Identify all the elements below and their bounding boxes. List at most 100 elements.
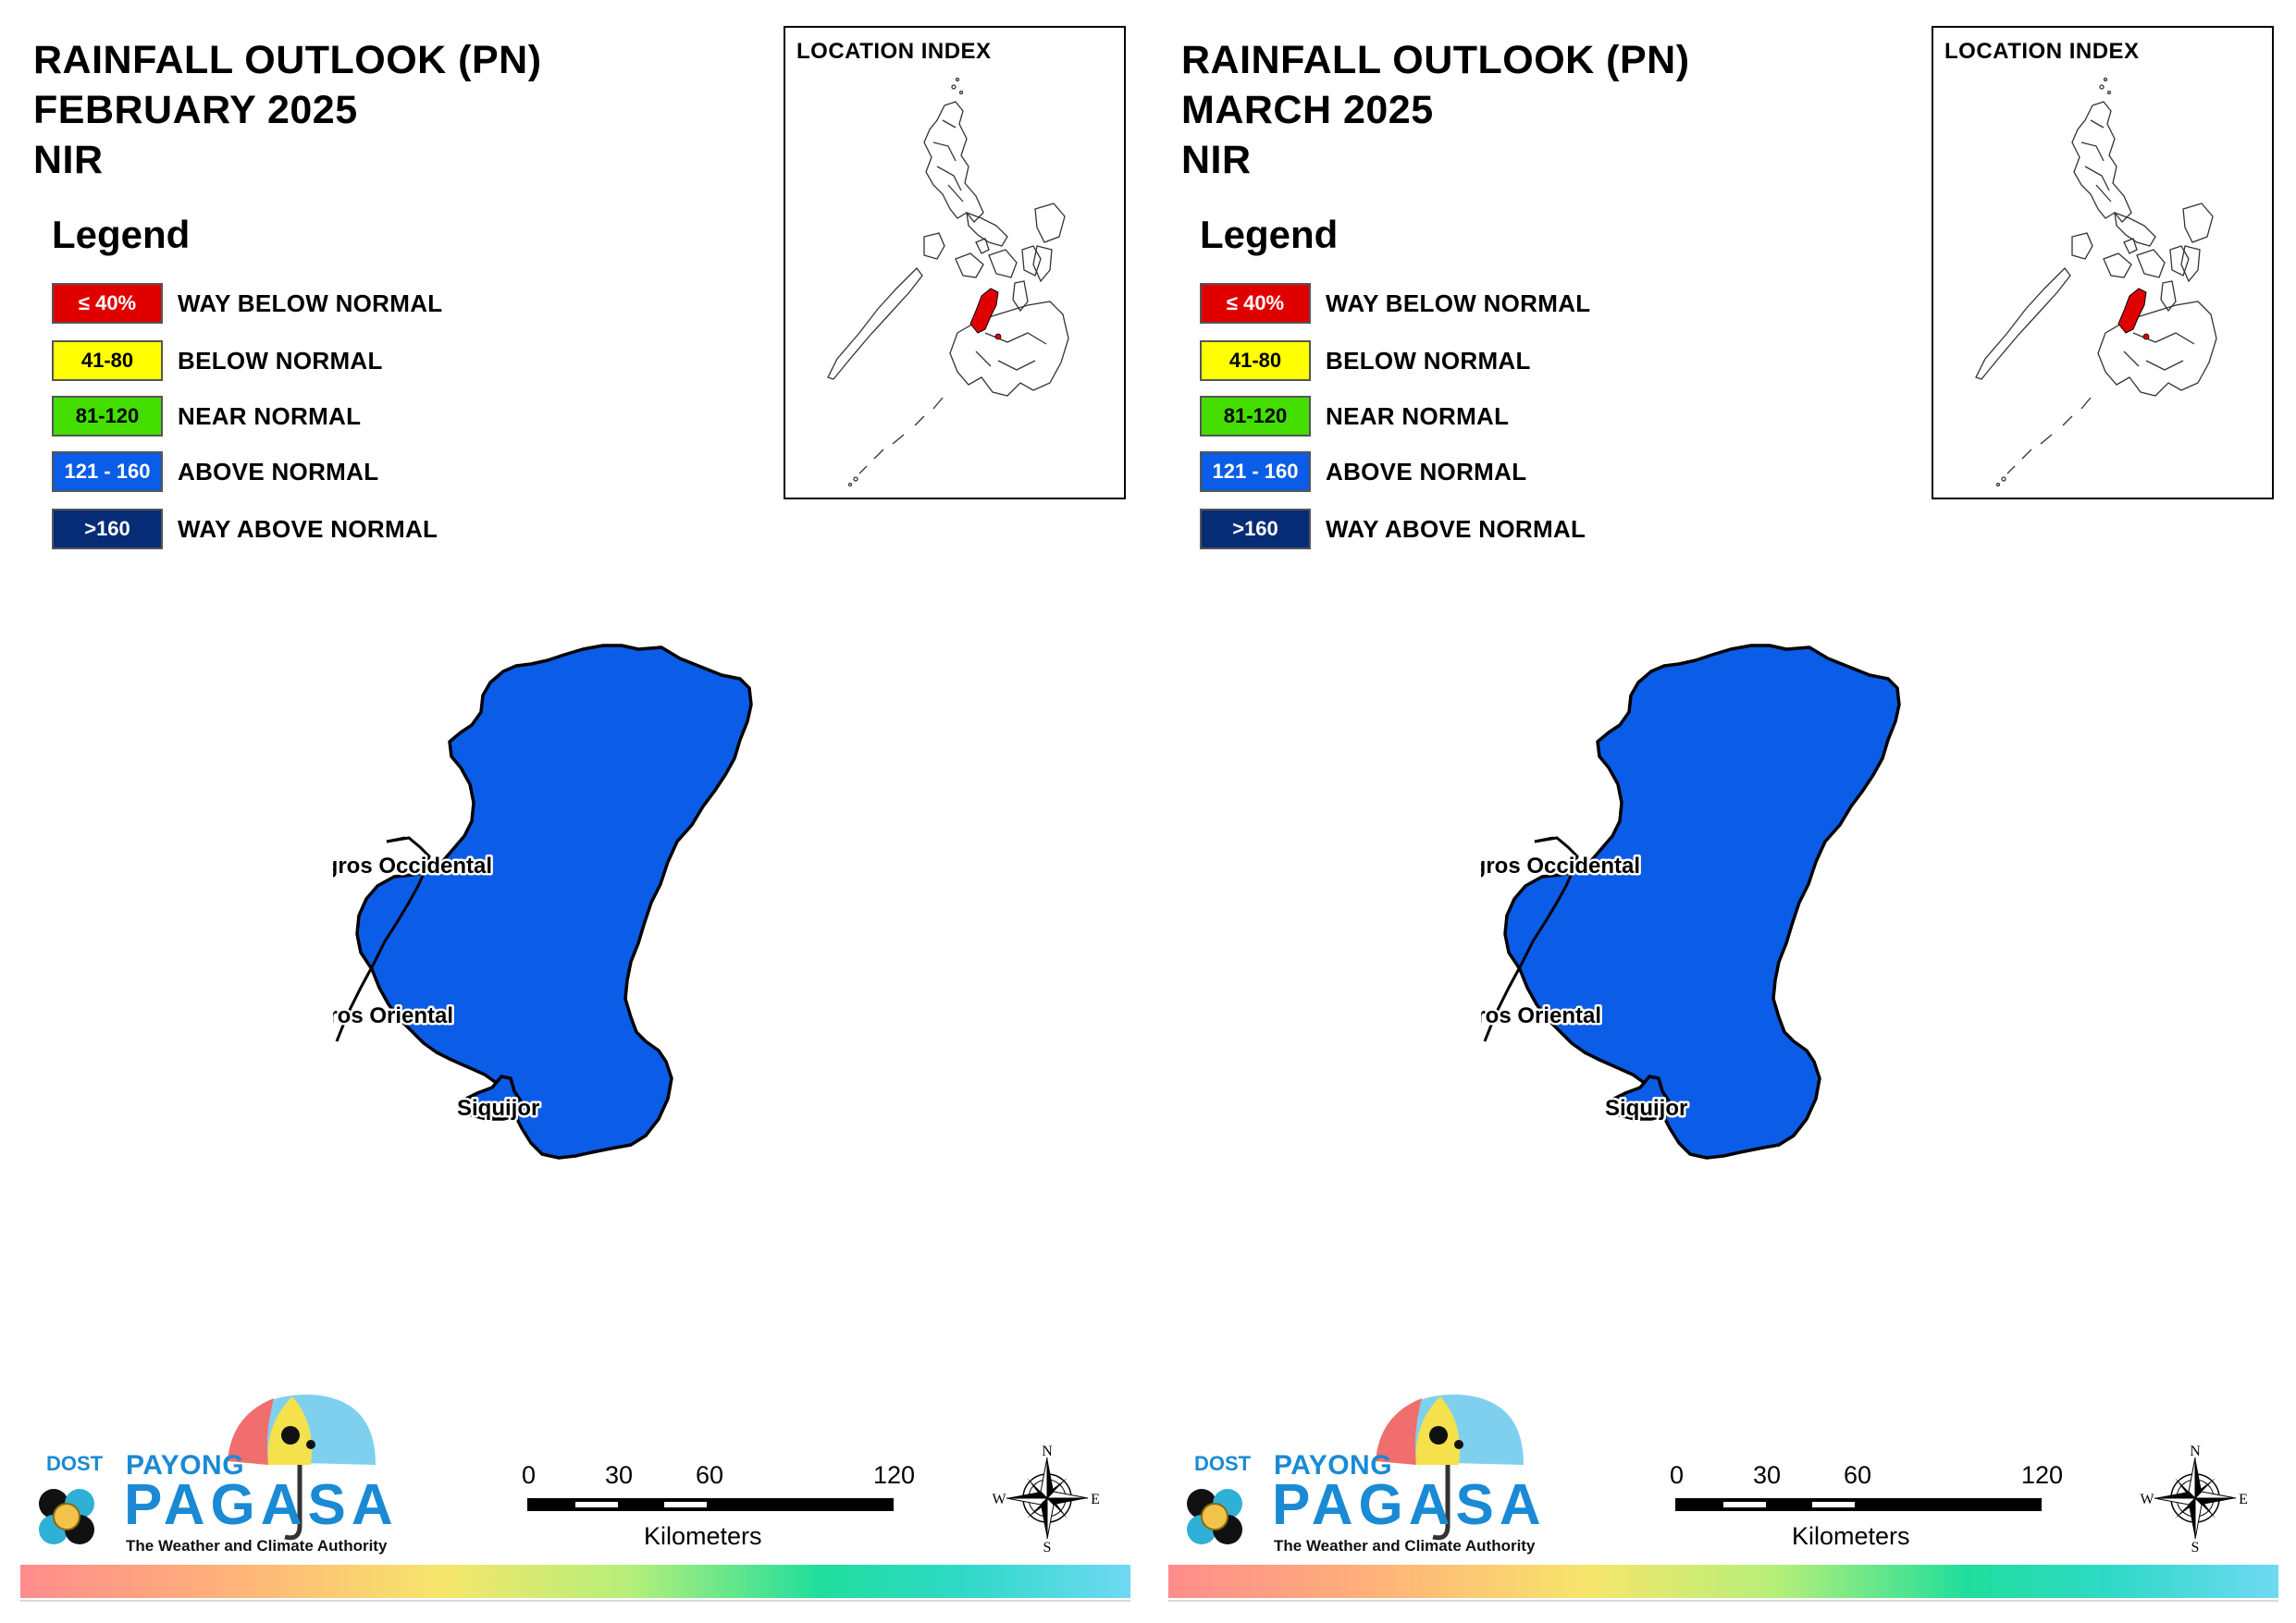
legend-label: ABOVE NORMAL xyxy=(1326,457,1527,486)
scale-bar: 0 30 60 120 Kilometers xyxy=(514,1461,940,1563)
legend-item: 121 - 160 ABOVE NORMAL xyxy=(52,451,378,492)
legend-label: ABOVE NORMAL xyxy=(178,457,379,486)
label-negros-occidental: Negros Occidental xyxy=(1481,854,1640,879)
scale-tick-60: 60 xyxy=(696,1461,724,1489)
legend-swatch: 81-120 xyxy=(52,396,163,436)
compass-n: N xyxy=(1042,1444,1053,1459)
nir-highlight xyxy=(2117,288,2147,334)
compass-e: E xyxy=(2239,1492,2248,1507)
legend-swatch: >160 xyxy=(1200,509,1311,549)
map-title: RAINFALL OUTLOOK (PN) FEBRUARY 2025 NIR xyxy=(33,35,542,185)
legend-swatch: >160 xyxy=(52,509,163,549)
compass-e: E xyxy=(1091,1492,1100,1507)
payong-pagasa-logo: DOST PAYONG PAGASA The Weather and Clima… xyxy=(1181,1387,1542,1572)
north-arrow-icon: N S E W xyxy=(992,1444,1100,1554)
legend-label: NEAR NORMAL xyxy=(178,401,362,430)
compass-w: W xyxy=(2140,1492,2154,1507)
philippines-locator-map xyxy=(1975,77,2217,487)
footer-gradient-bar xyxy=(20,1565,1130,1598)
scale-tick-0: 0 xyxy=(1670,1461,1685,1489)
scale-tick-120: 120 xyxy=(2021,1461,2064,1489)
nir-highlight xyxy=(969,288,999,334)
province-boundary xyxy=(335,836,431,1042)
legend-item: 121 - 160 ABOVE NORMAL xyxy=(1200,451,1526,492)
tagline-text: The Weather and Climate Authority xyxy=(1274,1537,1536,1555)
legend-swatch: 121 - 160 xyxy=(52,451,163,492)
legend-item: 41-80 BELOW NORMAL xyxy=(52,340,383,381)
scale-tick-120: 120 xyxy=(873,1461,916,1489)
label-negros-oriental: Negros Oriental xyxy=(1481,1003,1601,1028)
scale-tick-60: 60 xyxy=(1844,1461,1872,1489)
legend-swatch: 41-80 xyxy=(52,340,163,381)
legend-item: 81-120 NEAR NORMAL xyxy=(52,396,361,436)
scale-unit: Kilometers xyxy=(1792,1522,1910,1550)
scale-bar-graphic xyxy=(1675,1498,2042,1511)
legend-title: Legend xyxy=(52,213,191,256)
province-boundary xyxy=(1483,836,1579,1042)
compass-n: N xyxy=(2190,1444,2201,1459)
footer-divider xyxy=(1168,1600,2278,1602)
legend-label: WAY BELOW NORMAL xyxy=(178,289,443,317)
label-negros-occidental: Negros Occidental xyxy=(333,854,492,879)
scale-unit: Kilometers xyxy=(644,1522,762,1550)
scale-tick-30: 30 xyxy=(605,1461,634,1489)
legend-item: >160 WAY ABOVE NORMAL xyxy=(1200,509,1586,549)
scale-bar-graphic xyxy=(527,1498,894,1511)
nir-province-map: Negros Occidental Negros Oriental Siquij… xyxy=(333,644,753,1160)
legend-label: WAY ABOVE NORMAL xyxy=(1326,514,1586,543)
title-line-1: RAINFALL OUTLOOK (PN) xyxy=(33,38,542,82)
negros-island xyxy=(355,644,753,1160)
label-siquijor: Siquijor xyxy=(457,1096,539,1121)
legend-label: WAY BELOW NORMAL xyxy=(1326,289,1591,317)
legend-title: Legend xyxy=(1200,213,1339,256)
scale-bar: 0 30 60 120 Kilometers xyxy=(1662,1461,2088,1563)
legend-item: ≤ 40% WAY BELOW NORMAL xyxy=(1200,283,1590,324)
scale-tick-30: 30 xyxy=(1753,1461,1782,1489)
location-index: LOCATION INDEX xyxy=(1932,26,2274,499)
label-siquijor: Siquijor xyxy=(1605,1096,1687,1121)
compass-s: S xyxy=(1043,1540,1052,1554)
legend-swatch: ≤ 40% xyxy=(52,283,163,324)
title-line-2: MARCH 2025 xyxy=(1181,88,1434,132)
payong-text: PAYONG xyxy=(1274,1450,1393,1481)
legend-swatch: 81-120 xyxy=(1200,396,1311,436)
tagline-text: The Weather and Climate Authority xyxy=(126,1537,388,1555)
siquijor-island xyxy=(459,1075,524,1121)
legend-item: >160 WAY ABOVE NORMAL xyxy=(52,509,438,549)
panel-february: RAINFALL OUTLOOK (PN) FEBRUARY 2025 NIR … xyxy=(20,26,1130,1602)
legend-item: 41-80 BELOW NORMAL xyxy=(1200,340,1531,381)
location-index-title: LOCATION INDEX xyxy=(1944,39,2140,64)
payong-pagasa-logo: DOST PAYONG PAGASA The Weather and Clima… xyxy=(33,1387,394,1572)
pagasa-text: PAGASA xyxy=(124,1473,399,1537)
label-negros-oriental: Negros Oriental xyxy=(333,1003,453,1028)
panel-march: RAINFALL OUTLOOK (PN) MARCH 2025 NIR Leg… xyxy=(1148,0,2296,1623)
legend-label: BELOW NORMAL xyxy=(178,346,383,375)
philippines-locator-map xyxy=(827,77,1069,487)
umbrella-icon xyxy=(39,1394,376,1544)
legend-item: 81-120 NEAR NORMAL xyxy=(1200,396,1509,436)
legend-label: WAY ABOVE NORMAL xyxy=(178,514,438,543)
location-index-title: LOCATION INDEX xyxy=(796,39,992,64)
nir-province-map: Negros Occidental Negros Oriental Siquij… xyxy=(1481,644,1901,1160)
compass-s: S xyxy=(2191,1540,2200,1554)
pagasa-text: PAGASA xyxy=(1272,1473,1547,1537)
footer-divider xyxy=(20,1600,1130,1602)
title-line-3: NIR xyxy=(33,138,104,182)
legend-label: BELOW NORMAL xyxy=(1326,346,1531,375)
title-line-1: RAINFALL OUTLOOK (PN) xyxy=(1181,38,1690,82)
legend-swatch: 41-80 xyxy=(1200,340,1311,381)
dost-text: DOST xyxy=(46,1452,104,1475)
siquijor-island xyxy=(1607,1075,1672,1121)
legend-item: ≤ 40% WAY BELOW NORMAL xyxy=(52,283,442,324)
north-arrow-icon: N S E W xyxy=(2140,1444,2248,1554)
title-line-3: NIR xyxy=(1181,138,1252,182)
legend-swatch: 121 - 160 xyxy=(1200,451,1311,492)
map-title: RAINFALL OUTLOOK (PN) MARCH 2025 NIR xyxy=(1181,35,1690,185)
legend-label: NEAR NORMAL xyxy=(1326,401,1510,430)
umbrella-icon xyxy=(1187,1394,1524,1544)
scale-tick-0: 0 xyxy=(522,1461,537,1489)
compass-w: W xyxy=(992,1492,1006,1507)
location-index: LOCATION INDEX xyxy=(784,26,1126,499)
title-line-2: FEBRUARY 2025 xyxy=(33,88,358,132)
payong-text: PAYONG xyxy=(126,1450,245,1481)
